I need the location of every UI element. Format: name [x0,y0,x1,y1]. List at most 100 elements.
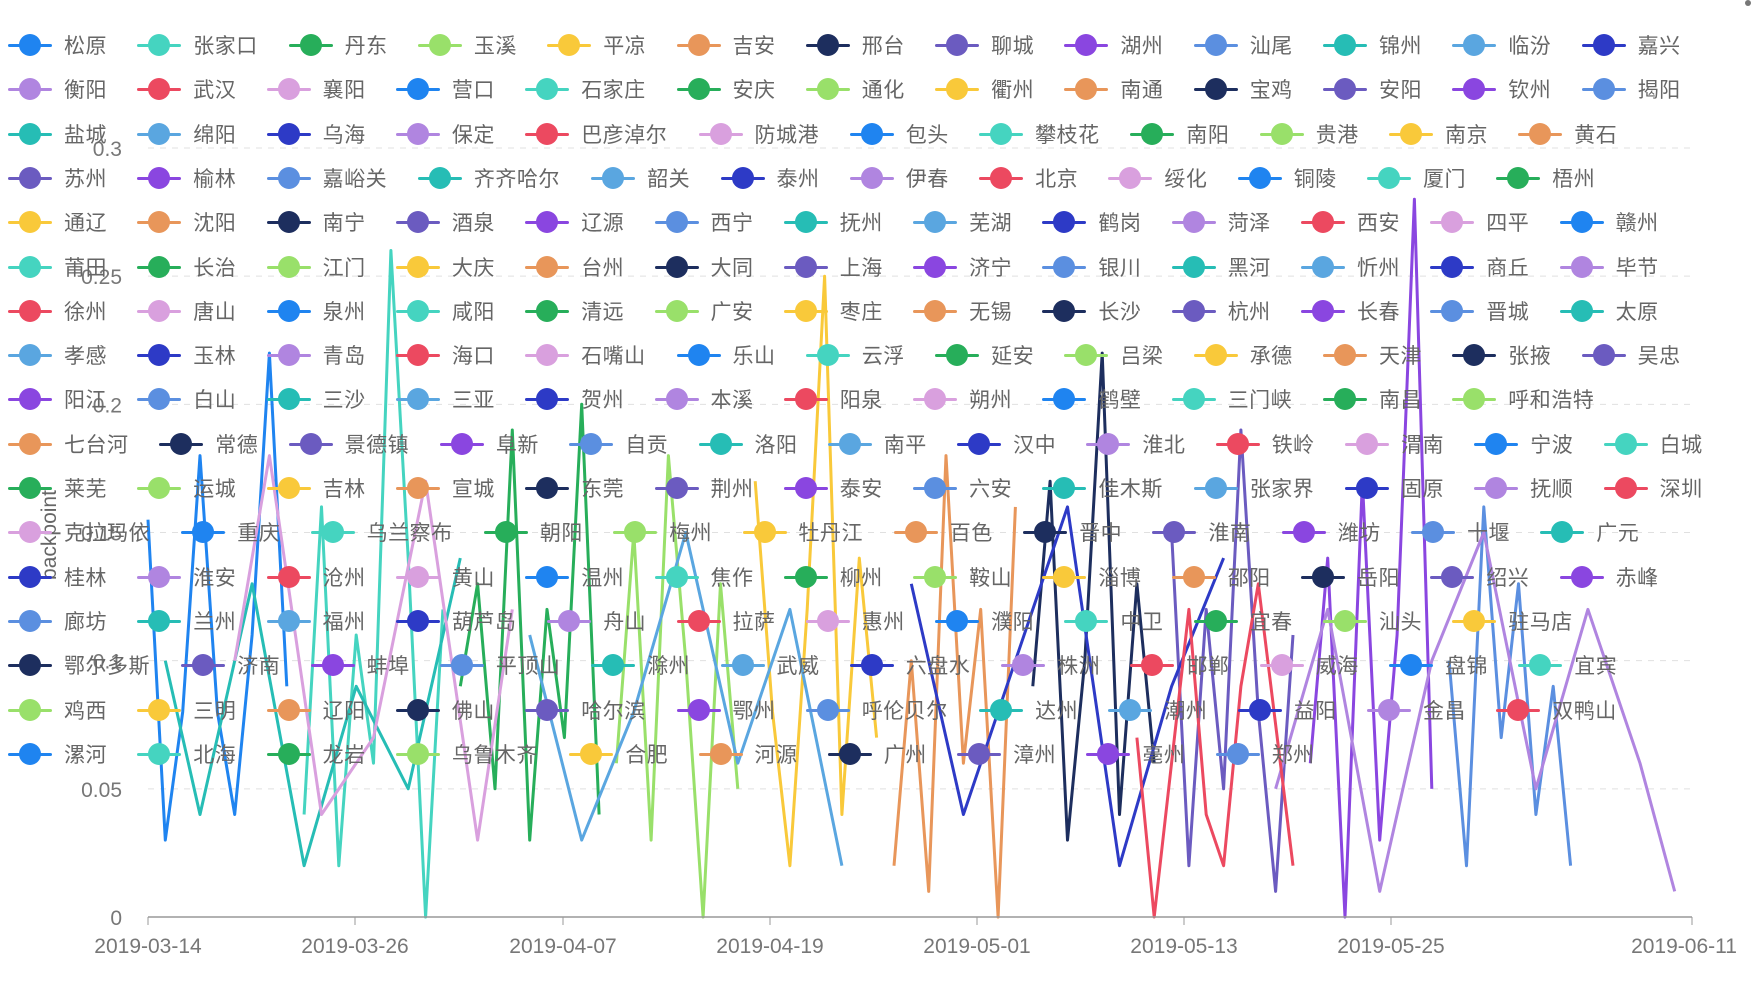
legend-item[interactable]: 延安 [933,335,1034,375]
legend-item[interactable]: 上海 [782,247,883,287]
legend-item[interactable]: 杭州 [1170,291,1271,331]
legend-item[interactable]: 赤峰 [1558,557,1659,597]
legend-item[interactable]: 银川 [1040,247,1141,287]
legend-item[interactable]: 鹤岗 [1040,202,1141,242]
legend-item[interactable]: 玉溪 [416,25,517,65]
legend-item[interactable]: 南通 [1062,69,1163,109]
legend-item[interactable]: 乌鲁木齐 [394,734,538,774]
legend-item[interactable]: 汕尾 [1192,25,1293,65]
legend-item[interactable]: 济宁 [911,247,1012,287]
legend-item[interactable]: 晋中 [1021,512,1122,552]
legend-item[interactable]: 南阳 [1128,114,1229,154]
legend-item[interactable]: 东莞 [523,468,624,508]
legend-item[interactable]: 七台河 [6,424,129,464]
legend-item[interactable]: 常德 [157,424,258,464]
legend-item[interactable]: 武威 [719,645,820,685]
legend-item[interactable]: 深圳 [1602,468,1703,508]
legend-item[interactable]: 清远 [523,291,624,331]
legend-item[interactable]: 威海 [1258,645,1359,685]
legend-item[interactable]: 石家庄 [523,69,646,109]
legend-item[interactable]: 淄博 [1040,557,1141,597]
legend-item[interactable]: 大同 [653,247,754,287]
legend-item[interactable]: 巴彦淖尔 [523,114,667,154]
legend-item[interactable]: 衡阳 [6,69,107,109]
legend-item[interactable]: 淮南 [1150,512,1251,552]
legend-item[interactable]: 白城 [1602,424,1703,464]
legend-item[interactable]: 平凉 [545,25,646,65]
legend-item[interactable]: 汕头 [1321,601,1422,641]
legend-item[interactable]: 潮州 [1106,690,1207,730]
legend-item[interactable]: 忻州 [1299,247,1400,287]
legend-item[interactable]: 贺州 [523,379,624,419]
legend-item[interactable]: 阳泉 [782,379,883,419]
legend-item[interactable]: 淮北 [1084,424,1185,464]
legend-item[interactable]: 邯郸 [1128,645,1229,685]
legend-item[interactable]: 牡丹江 [741,512,864,552]
legend-item[interactable]: 鹤壁 [1040,379,1141,419]
legend-item[interactable]: 大庆 [394,247,495,287]
legend-item[interactable]: 滁州 [589,645,690,685]
more-options-icon[interactable] [1745,0,1751,6]
legend-item[interactable]: 包头 [848,114,949,154]
legend-item[interactable]: 承德 [1192,335,1293,375]
legend-item[interactable]: 铁岭 [1214,424,1315,464]
legend-item[interactable]: 广元 [1538,512,1639,552]
legend-item[interactable]: 北京 [977,158,1078,198]
legend-item[interactable]: 四平 [1428,202,1529,242]
legend-item[interactable]: 咸阳 [394,291,495,331]
legend-item[interactable]: 盘锦 [1387,645,1488,685]
legend-item[interactable]: 鄂尔多斯 [6,645,150,685]
legend-item[interactable]: 渭南 [1343,424,1444,464]
legend-item[interactable]: 南平 [826,424,927,464]
legend-item[interactable]: 乐山 [675,335,776,375]
legend-item[interactable]: 河源 [697,734,798,774]
legend-item[interactable]: 合肥 [567,734,668,774]
legend-item[interactable]: 重庆 [179,512,280,552]
legend-item[interactable]: 双鸭山 [1494,690,1617,730]
legend-item[interactable]: 荆州 [653,468,754,508]
legend-item[interactable]: 亳州 [1084,734,1185,774]
legend-item[interactable]: 岳阳 [1299,557,1400,597]
legend-item[interactable]: 晋城 [1428,291,1529,331]
legend-item[interactable]: 邵阳 [1170,557,1271,597]
legend-item[interactable]: 佛山 [394,690,495,730]
legend-item[interactable]: 邢台 [804,25,905,65]
legend-item[interactable]: 吉林 [265,468,366,508]
legend-item[interactable]: 佳木斯 [1040,468,1163,508]
legend-item[interactable]: 景德镇 [287,424,410,464]
legend-item[interactable]: 洛阳 [697,424,798,464]
legend-item[interactable]: 商丘 [1428,247,1529,287]
legend-item[interactable]: 淮安 [135,557,236,597]
legend-item[interactable]: 宝鸡 [1192,69,1293,109]
legend-item[interactable]: 黑河 [1170,247,1271,287]
legend-item[interactable]: 呼和浩特 [1450,379,1594,419]
legend-item[interactable]: 广州 [826,734,927,774]
legend-item[interactable]: 呼伦贝尔 [804,690,948,730]
legend-item[interactable]: 龙岩 [265,734,366,774]
legend-item[interactable]: 青岛 [265,335,366,375]
legend-item[interactable]: 徐州 [6,291,107,331]
legend-item[interactable]: 无锡 [911,291,1012,331]
legend-item[interactable]: 宜春 [1192,601,1293,641]
legend-item[interactable]: 济南 [179,645,280,685]
legend-item[interactable]: 抚州 [782,202,883,242]
legend-item[interactable]: 汉中 [955,424,1056,464]
legend-item[interactable]: 武汉 [135,69,236,109]
legend-item[interactable]: 厦门 [1365,158,1466,198]
legend-item[interactable]: 齐齐哈尔 [416,158,560,198]
legend-item[interactable]: 朝阳 [482,512,583,552]
legend-item[interactable]: 安庆 [675,69,776,109]
legend-item[interactable]: 桂林 [6,557,107,597]
legend-item[interactable]: 抚顺 [1472,468,1573,508]
legend-item[interactable]: 南京 [1387,114,1488,154]
legend-item[interactable]: 惠州 [804,601,905,641]
legend-item[interactable]: 乌兰察布 [309,512,453,552]
legend-item[interactable]: 锦州 [1321,25,1422,65]
legend-item[interactable]: 枣庄 [782,291,883,331]
legend-item[interactable]: 宜宾 [1516,645,1617,685]
legend-item[interactable]: 张掖 [1450,335,1551,375]
legend-item[interactable]: 泉州 [265,291,366,331]
legend-item[interactable]: 潍坊 [1280,512,1381,552]
legend-item[interactable]: 鸡西 [6,690,107,730]
legend-item[interactable]: 辽源 [523,202,624,242]
